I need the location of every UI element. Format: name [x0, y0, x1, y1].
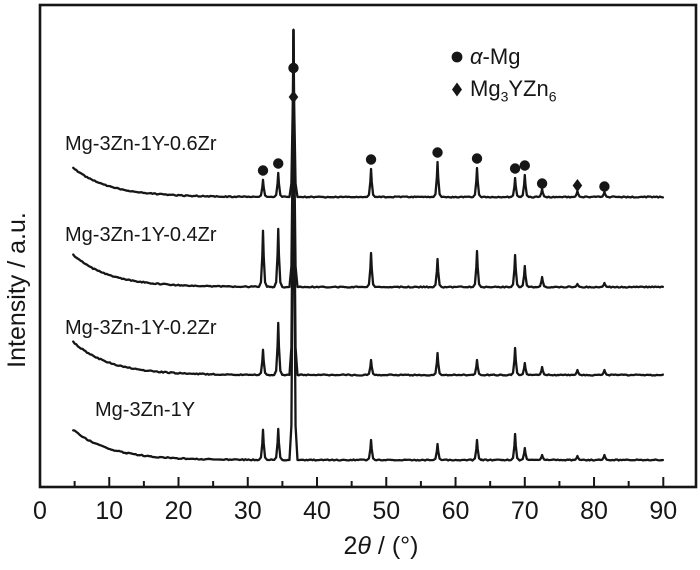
alpha-mg-peak-marker-icon [471, 153, 483, 164]
x-tick-label-40: 40 [303, 497, 331, 525]
xrd-curve-mg-3zn-1y-0.2zr [72, 28, 665, 377]
sample-label-mg-3zn-1y-0.2zr: Mg-3Zn-1Y-0.2Zr [65, 317, 217, 339]
legend-entry-alpha-mg: α-Mg [470, 44, 520, 70]
alpha-mg-peak-marker-icon [599, 181, 610, 192]
sample-label-mg-3zn-1y-0.6zr: Mg-3Zn-1Y-0.6Zr [65, 133, 217, 155]
legend-phase-sub1: 3 [500, 88, 509, 105]
alpha-mg-peak-marker-icon [519, 160, 530, 171]
x-tick-label-50: 50 [372, 497, 401, 525]
alpha-mg-peak-marker-icon [536, 178, 548, 189]
x-tick-label-10: 10 [95, 497, 124, 525]
legend-diamond-icon [452, 82, 462, 97]
sample-label-mg-3zn-1y-0.4zr: Mg-3Zn-1Y-0.4Zr [65, 224, 217, 246]
y-axis-title-text: Intensity / a.u. [3, 212, 31, 368]
legend-circle-icon [451, 51, 463, 63]
legend-phase-sub2: 6 [548, 88, 557, 105]
mg3yzn6-peak-marker-icon [572, 179, 583, 192]
x-axis-title-2: 2 [343, 532, 358, 560]
alpha-mg-peak-marker-icon [273, 158, 284, 169]
x-tick-label-20: 20 [164, 497, 193, 525]
x-axis-title-theta: θ [357, 532, 371, 560]
xrd-curve-mg-3zn-1y-0.4zr [72, 28, 665, 289]
legend-phase-p2: YZn [508, 76, 549, 101]
x-tick-label-90: 90 [649, 497, 678, 525]
xrd-curve-mg-3zn-1y [72, 28, 665, 462]
xrd-curve-mg-3zn-1y-0.6zr [72, 28, 665, 199]
legend-alpha-rest: -Mg [482, 44, 521, 69]
alpha-mg-peak-marker-icon [257, 165, 269, 176]
sample-label-mg-3zn-1y: Mg-3Zn-1Y [95, 399, 196, 421]
legend-entry-mg3yzn6: Mg3YZn6 [470, 76, 557, 109]
x-axis-title-units: / (°) [370, 532, 419, 560]
y-axis-title: Intensity / a.u. [3, 190, 31, 390]
alpha-mg-peak-marker-icon [509, 163, 521, 174]
x-tick-label-30: 30 [233, 497, 262, 525]
x-tick-label-80: 80 [580, 497, 608, 525]
x-tick-label-70: 70 [510, 497, 539, 525]
x-tick-label-60: 60 [441, 497, 470, 525]
legend-phase-p1: Mg [470, 76, 501, 101]
x-tick-label-0: 0 [33, 497, 47, 525]
plot-frame [38, 3, 698, 489]
alpha-mg-peak-marker-icon [432, 147, 443, 158]
alpha-mg-peak-marker-icon [365, 154, 377, 165]
legend-alpha-char: α [470, 44, 483, 69]
x-axis-title: 2θ / (°) [291, 532, 471, 560]
